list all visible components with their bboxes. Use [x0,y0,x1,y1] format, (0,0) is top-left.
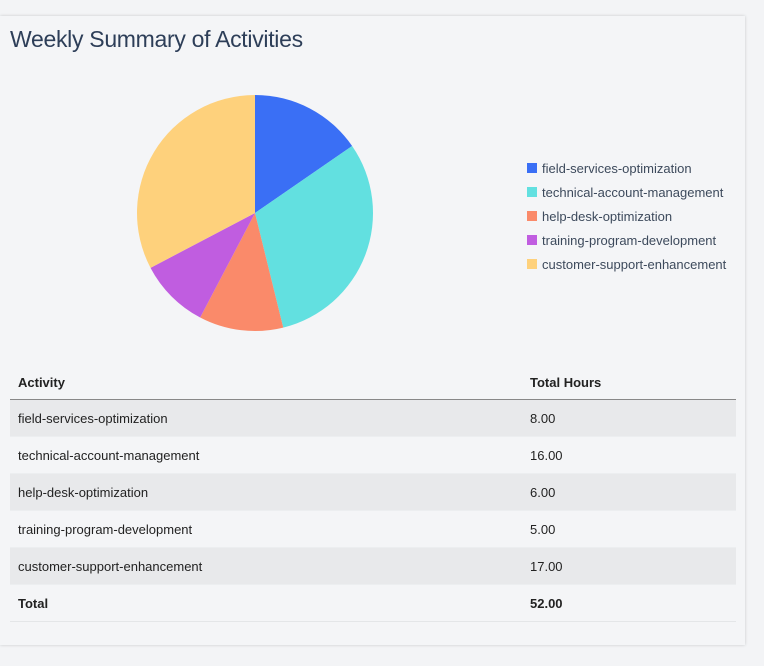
total-hours-value: 52.00 [522,584,736,622]
header-total-hours: Total Hours [522,365,736,400]
legend-item[interactable]: training-program-development [527,228,726,252]
table-header-row: Activity Total Hours [10,365,736,400]
cell-hours: 17.00 [522,547,736,585]
legend-item[interactable]: help-desk-optimization [527,204,726,228]
cell-activity: help-desk-optimization [10,473,522,511]
table-row: customer-support-enhancement 17.00 [10,547,736,585]
legend-label: training-program-development [542,232,717,248]
total-row: Total 52.00 [10,584,736,622]
cell-hours: 6.00 [522,473,736,511]
legend-label: help-desk-optimization [542,208,673,224]
pie-slice-field-services-optimization[interactable] [255,95,353,213]
cell-hours: 8.00 [522,399,736,437]
table-row: technical-account-management 16.00 [10,436,736,474]
pie-chart [136,95,373,331]
table-row: training-program-development 5.00 [10,510,736,548]
total-label: Total [10,584,522,622]
header-activity: Activity [10,365,522,400]
legend-label: technical-account-management [542,184,724,200]
table-row: field-services-optimization 8.00 [10,399,736,437]
cell-activity: training-program-development [10,510,522,548]
cell-activity: technical-account-management [10,436,522,474]
legend-swatch [527,163,537,173]
table-row: help-desk-optimization 6.00 [10,473,736,511]
legend-swatch [527,259,537,269]
cell-hours: 16.00 [522,436,736,474]
cell-activity: customer-support-enhancement [10,547,522,585]
pie-slice-customer-support-enhancement[interactable] [136,95,255,268]
legend-swatch [527,187,537,197]
pie-slice-technical-account-management[interactable] [255,145,373,328]
legend-item[interactable]: customer-support-enhancement [527,252,726,276]
legend-item[interactable]: field-services-optimization [527,156,726,180]
pie-slice-help-desk-optimization[interactable] [200,213,284,331]
legend-label: field-services-optimization [542,160,692,176]
legend-label: customer-support-enhancement [542,256,727,272]
legend-item[interactable]: technical-account-management [527,180,726,204]
legend-swatch [527,211,537,221]
page-title: Weekly Summary of Activities [10,26,303,52]
activity-table: Activity Total Hours field-services-opti… [10,365,736,622]
summary-card: Weekly Summary of Activities field-servi… [0,16,745,645]
cell-hours: 5.00 [522,510,736,548]
legend: field-services-optimization technical-acc… [527,156,726,276]
cell-activity: field-services-optimization [10,399,522,437]
legend-swatch [527,235,537,245]
pie-slice-training-program-development[interactable] [150,213,255,318]
